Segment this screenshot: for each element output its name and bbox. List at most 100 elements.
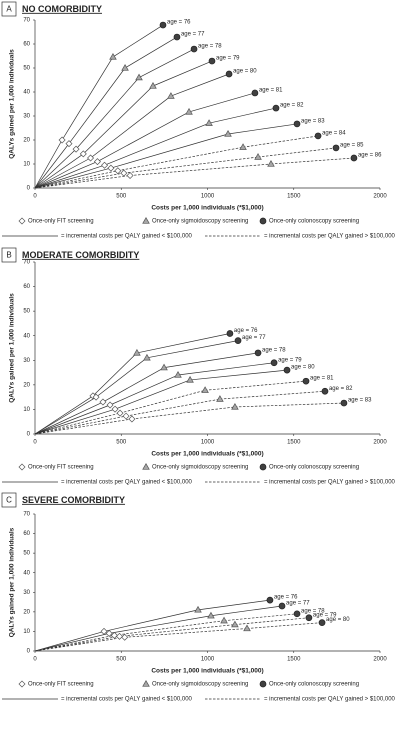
- legend-label: Once-only sigmoidoscopy screening: [152, 465, 248, 471]
- data-point: [254, 349, 262, 357]
- x-tick-label: 0: [33, 657, 37, 663]
- data-point: [65, 140, 73, 148]
- point-label: age = 83: [301, 118, 325, 124]
- x-tick-label: 2000: [373, 440, 387, 446]
- data-point: [225, 70, 233, 78]
- data-point: [110, 631, 118, 639]
- point-label: age = 79: [313, 612, 337, 618]
- point-label: age = 76: [274, 595, 298, 601]
- data-point: [173, 33, 181, 41]
- connector-line: [34, 401, 104, 435]
- connector-line: [130, 163, 272, 176]
- connector-line: [227, 123, 298, 135]
- x-tick-label: 1000: [201, 657, 215, 663]
- connector-line: [224, 613, 298, 622]
- point-label: age = 76: [167, 20, 191, 26]
- legend-marker: [18, 217, 26, 225]
- x-axis-title: Costs per 1,000 individuals (*$1,000): [151, 205, 263, 212]
- point-label: age = 81: [310, 376, 334, 382]
- x-tick-label: 1500: [287, 440, 301, 446]
- data-point: [72, 145, 80, 153]
- connector-line: [170, 73, 230, 97]
- data-point: [283, 366, 291, 374]
- connector-line: [258, 147, 337, 158]
- connector-line: [34, 636, 125, 652]
- connector-line: [131, 406, 235, 420]
- y-tick-label: 20: [23, 609, 30, 615]
- data-point: [93, 158, 101, 166]
- data-point: [207, 611, 215, 619]
- data-point: [270, 359, 278, 367]
- y-tick-label: 0: [27, 649, 31, 655]
- data-point: [332, 144, 340, 152]
- data-point: [226, 330, 234, 337]
- legend-label: Once-only colonoscopy screening: [269, 682, 359, 688]
- data-point: [101, 161, 109, 169]
- y-tick-label: 30: [23, 358, 30, 364]
- x-axis-title: Costs per 1,000 individuals (*$1,000): [151, 668, 263, 675]
- connector-line: [234, 402, 344, 408]
- point-label: age = 78: [198, 44, 222, 50]
- connector-line: [124, 36, 178, 69]
- data-point: [186, 375, 194, 383]
- y-tick-label: 10: [23, 629, 30, 635]
- connector-line: [188, 92, 256, 113]
- connector-line: [95, 357, 148, 398]
- data-point: [135, 73, 143, 81]
- data-point: [79, 150, 87, 158]
- x-tick-label: 1500: [287, 194, 301, 200]
- connector-line: [90, 95, 172, 159]
- legend-label: Once-only FIT screening: [28, 465, 94, 471]
- data-point: [143, 353, 151, 361]
- data-point: [109, 52, 117, 60]
- connector-line: [34, 418, 132, 435]
- data-point: [208, 57, 216, 65]
- connector-line: [114, 379, 191, 410]
- data-point: [234, 337, 242, 344]
- data-point: [122, 412, 130, 420]
- point-label: age = 82: [280, 103, 304, 109]
- panel-label: B: [6, 251, 11, 260]
- point-label: age = 79: [216, 56, 240, 62]
- y-tick-label: 40: [23, 90, 30, 96]
- x-tick-label: 2000: [373, 657, 387, 663]
- connector-line: [190, 369, 288, 381]
- data-point: [293, 610, 301, 618]
- connector-line: [119, 624, 235, 637]
- legend-label: Once-only FIT screening: [28, 682, 94, 688]
- connector-line: [138, 48, 195, 78]
- connector-line: [34, 396, 97, 435]
- data-point: [220, 616, 228, 624]
- data-point: [128, 415, 136, 423]
- connector-line: [34, 153, 84, 189]
- data-point: [133, 348, 141, 356]
- panel-title: NO COMORBIDITY: [22, 4, 102, 14]
- data-point: [121, 633, 129, 641]
- panel-label-box: [1, 247, 17, 263]
- data-point: [114, 167, 122, 175]
- y-tick-label: 70: [23, 18, 30, 24]
- legend-line-label: = incremental costs per QALY gained < $1…: [61, 234, 193, 240]
- connector-line: [83, 85, 154, 155]
- panel-title: MODERATE COMORBIDITY: [22, 250, 139, 260]
- data-point: [105, 629, 113, 637]
- connector-line: [61, 56, 114, 141]
- data-point: [58, 136, 66, 144]
- connector-line: [75, 77, 140, 150]
- y-tick-label: 50: [23, 309, 30, 315]
- point-label: age = 80: [291, 365, 315, 371]
- legend-line-label: = incremental costs per QALY gained > $1…: [264, 480, 396, 486]
- connector-line: [34, 412, 121, 435]
- y-tick-label: 10: [23, 407, 30, 413]
- point-label: age = 80: [326, 617, 350, 623]
- connector-line: [34, 143, 70, 189]
- data-point: [321, 387, 329, 395]
- legend-marker: [142, 216, 150, 224]
- point-label: age = 80: [233, 69, 257, 75]
- data-point: [121, 63, 129, 71]
- data-point: [278, 602, 286, 610]
- connector-line: [68, 67, 126, 144]
- connector-line: [124, 628, 248, 638]
- y-axis-title: QALYs gained per 1,000 individuals: [9, 527, 16, 637]
- data-point: [216, 395, 224, 402]
